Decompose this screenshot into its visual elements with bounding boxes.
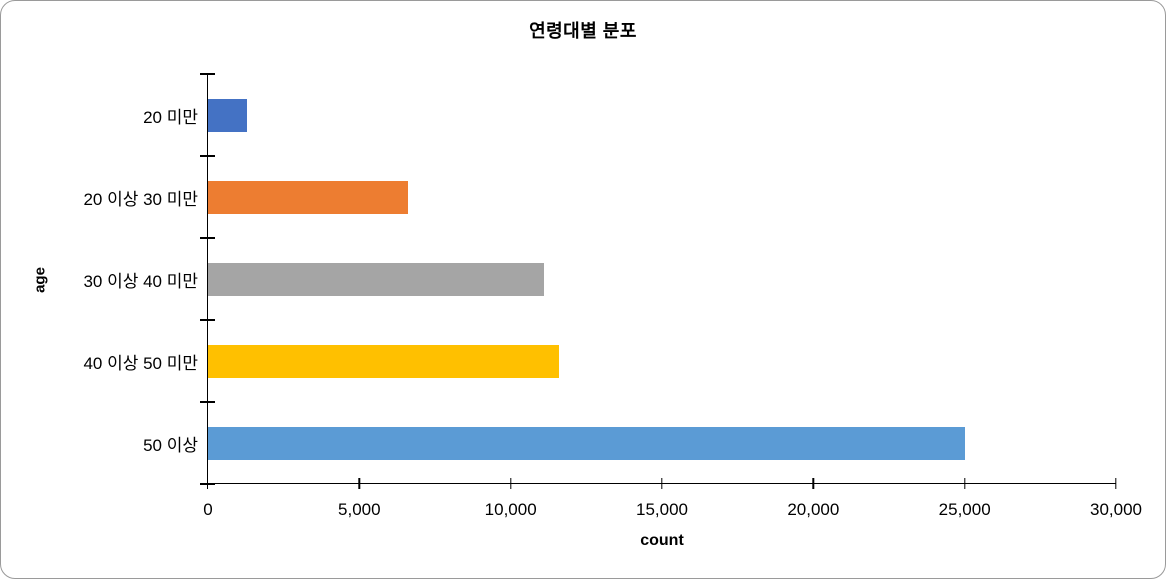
x-axis-tick <box>963 478 966 489</box>
x-axis-tick <box>358 478 361 489</box>
x-axis-tick-labels: 0 5,000 10,000 15,000 20,000 25,000 30,000 <box>203 500 1142 522</box>
x-axis-tick <box>1115 478 1117 489</box>
bar-2 <box>208 180 408 214</box>
category-band <box>208 74 1116 156</box>
x-axis-tick-label: 5,000 <box>338 500 381 519</box>
bar-5 <box>208 426 965 460</box>
x-axis-tick <box>509 478 512 489</box>
x-axis-tick <box>812 478 815 489</box>
plot-area <box>200 73 1117 489</box>
y-axis-tick <box>200 155 215 157</box>
bar-3 <box>208 262 544 296</box>
x-axis-tick-label: 25,000 <box>938 500 991 519</box>
y-axis-tick <box>200 73 215 75</box>
y-axis-tick <box>200 401 215 403</box>
x-axis-tick-label: 15,000 <box>636 500 688 519</box>
category-label: 40 이상 50 미만 <box>83 353 198 373</box>
y-axis-tick <box>200 237 215 239</box>
category-label: 50 이상 <box>143 435 198 455</box>
x-axis-tick-label: 30,000 <box>1090 500 1142 519</box>
category-label: 20 이상 30 미만 <box>83 189 198 209</box>
category-band <box>208 402 1116 484</box>
x-axis-title: count <box>640 532 684 549</box>
x-axis-tick-label: 0 <box>203 500 213 519</box>
bar-1 <box>208 98 248 132</box>
chart-title: 연령대별 분포 <box>529 21 637 41</box>
bar-4 <box>208 344 560 378</box>
category-label: 20 미만 <box>143 107 198 127</box>
category-band <box>208 320 1116 402</box>
x-axis-tick <box>661 478 663 489</box>
category-label: 30 이상 40 미만 <box>83 271 198 291</box>
category-band <box>208 156 1116 238</box>
x-axis-tick-label: 20,000 <box>787 500 840 519</box>
category-axis-labels: 20 미만 20 이상 30 미만 30 이상 40 미만 40 이상 50 미만 50… <box>1 74 198 484</box>
y-axis-tick <box>200 483 215 485</box>
y-axis-tick <box>200 319 215 321</box>
category-band <box>208 238 1116 320</box>
x-axis-tick-label: 10,000 <box>484 500 537 519</box>
y-axis-line <box>206 74 208 489</box>
